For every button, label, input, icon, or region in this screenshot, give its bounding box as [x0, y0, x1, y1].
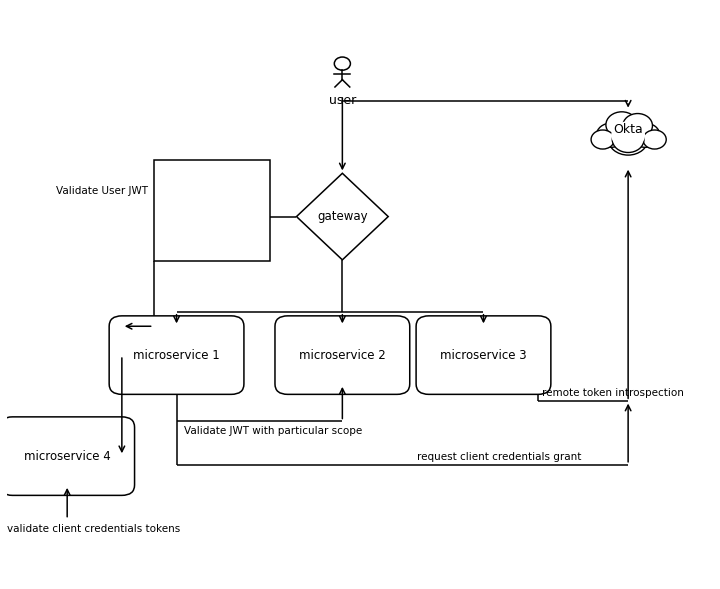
Circle shape [630, 123, 660, 147]
Text: request client credentials grant: request client credentials grant [417, 452, 582, 462]
Bar [153, 160, 270, 262]
Text: gateway: gateway [317, 210, 368, 223]
Text: microservice 2: microservice 2 [299, 349, 386, 362]
Text: Validate User JWT: Validate User JWT [56, 186, 148, 196]
Circle shape [608, 122, 648, 155]
Text: user: user [329, 94, 356, 107]
FancyBboxPatch shape [275, 316, 410, 395]
Circle shape [591, 130, 614, 149]
FancyBboxPatch shape [416, 316, 551, 395]
Text: microservice 1: microservice 1 [133, 349, 220, 362]
Text: validate client credentials tokens: validate client credentials tokens [7, 524, 181, 534]
Circle shape [606, 112, 638, 138]
Text: Okta: Okta [613, 124, 643, 137]
Text: remote token introspection: remote token introspection [541, 388, 683, 398]
Circle shape [643, 130, 666, 149]
FancyBboxPatch shape [0, 417, 135, 495]
Circle shape [623, 114, 652, 138]
Text: microservice 3: microservice 3 [440, 349, 527, 362]
Circle shape [611, 121, 645, 149]
Circle shape [612, 127, 644, 153]
Text: microservice 4: microservice 4 [24, 449, 111, 462]
FancyBboxPatch shape [109, 316, 244, 395]
Circle shape [596, 123, 626, 147]
Text: Validate JWT with particular scope: Validate JWT with particular scope [184, 426, 362, 436]
